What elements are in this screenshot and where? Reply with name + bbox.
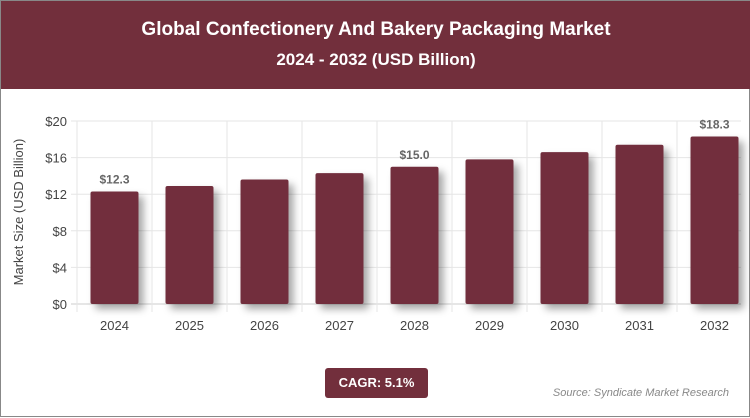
bar-2027 — [315, 173, 364, 304]
chart-subtitle: 2024 - 2032 (USD Billion) — [276, 50, 476, 69]
y-tick-label: $16 — [45, 151, 67, 166]
source-note: Source: Syndicate Market Research — [552, 387, 729, 399]
bar-2025 — [165, 185, 214, 304]
x-tick-label: 2031 — [625, 318, 654, 333]
bar-2031 — [615, 144, 664, 304]
x-tick-label: 2026 — [250, 318, 279, 333]
bar-2029 — [465, 159, 514, 304]
y-tick-label: $8 — [53, 224, 67, 239]
bar-2024 — [90, 191, 139, 304]
x-tick-label: 2027 — [325, 318, 354, 333]
data-label: $18.3 — [699, 118, 729, 132]
bar-2032 — [690, 136, 739, 304]
chart-title: Global Confectionery And Bakery Packagin… — [141, 19, 611, 40]
cagr-badge: CAGR: 5.1% — [325, 368, 428, 398]
bar-2030 — [540, 152, 589, 304]
y-tick-label: $20 — [45, 114, 67, 129]
x-tick-label: 2025 — [175, 318, 204, 333]
bar-2028 — [390, 166, 439, 304]
y-tick-label: $0 — [53, 297, 67, 312]
x-tick-label: 2029 — [475, 318, 504, 333]
chart-header: Global Confectionery And Bakery Packagin… — [1, 1, 750, 89]
x-tick-label: 2024 — [100, 318, 129, 333]
y-tick-label: $4 — [53, 260, 67, 275]
x-tick-label: 2032 — [700, 318, 729, 333]
y-tick-label: $12 — [45, 187, 67, 202]
data-label: $12.3 — [99, 172, 129, 186]
x-tick-label: 2030 — [550, 318, 579, 333]
data-label: $15.0 — [399, 148, 429, 162]
bar-2026 — [240, 179, 289, 304]
y-axis-label: Market Size (USD Billion) — [11, 139, 26, 286]
x-tick-label: 2028 — [400, 318, 429, 333]
